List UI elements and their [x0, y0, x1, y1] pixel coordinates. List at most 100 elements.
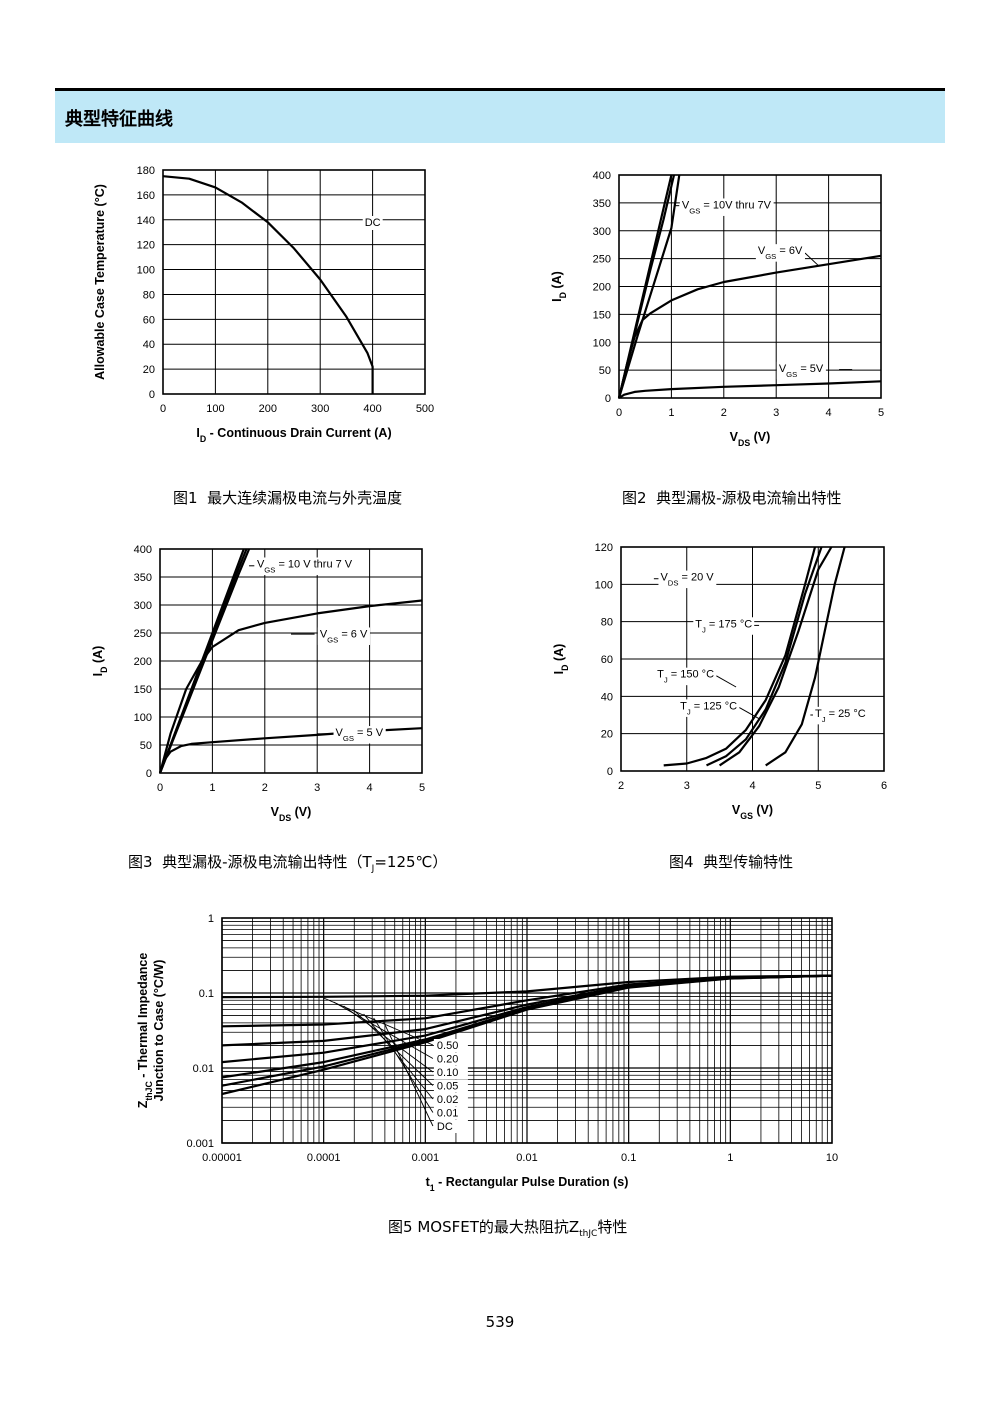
annotation-label: TJ = 175 °C [695, 618, 752, 634]
y-tick-label: 80 [601, 617, 613, 629]
y-tick-label: 140 [137, 215, 155, 227]
legend-leader [383, 1021, 434, 1127]
chart-fig5: 0.00001 0.0001 0.001 0.01 0.1 1 10 0.001 0.01 0.1… [136, 913, 838, 1193]
y-axis-label: Allowable Case Temperature (°C) [93, 184, 107, 380]
y-tick-label: 50 [599, 365, 611, 377]
x-axis-label: VGS (V) [732, 803, 773, 821]
annotation-label: VGS = 6V [758, 245, 803, 261]
legend-label-bg [433, 1039, 468, 1052]
annotation-leader [739, 707, 760, 720]
y-tick-label: 160 [137, 190, 155, 202]
caption-prefix: 图3 [128, 853, 153, 871]
x-tick-label: 400 [363, 403, 381, 415]
annotation-label: VDS = 20 V [660, 572, 714, 588]
section-title: 典型特征曲线 [65, 109, 173, 130]
x-axis-label: t1 - Rectangular Pulse Duration (s) [426, 1175, 629, 1193]
caption-text: 典型漏极-源极电流输出特性（T [162, 853, 372, 871]
x-tick-label: 1 [209, 782, 215, 794]
annotation-bg [317, 627, 370, 645]
annotation-bg [655, 667, 717, 686]
y-tick-label: 100 [134, 712, 152, 724]
y-tick-label: 0 [607, 766, 613, 778]
x-axis-label: VDS (V) [271, 805, 312, 823]
y-tick-label: 400 [134, 544, 152, 556]
caption-tail: =125℃） [374, 853, 448, 871]
x-tick-label: 500 [416, 403, 434, 415]
y-tick-label: 50 [140, 740, 152, 752]
legend-label: DC [437, 1121, 453, 1133]
series-line-6 [221, 974, 833, 1096]
annotation-bg [254, 557, 355, 575]
annotation-bg [678, 699, 740, 717]
caption-fig1: 图1 最大连续漏极电流与外壳温度 [173, 487, 402, 508]
legend-label-bg [433, 1052, 468, 1066]
y-tick-label: 350 [593, 198, 611, 210]
y-tick-label: 1 [208, 913, 214, 925]
section-header: 典型特征曲线 [55, 88, 945, 143]
series-group [663, 546, 846, 767]
y-tick-label: 150 [593, 309, 611, 321]
x-tick-label: 0.1 [621, 1152, 636, 1164]
y-tick-label: 0.01 [193, 1063, 214, 1075]
caption-prefix: 图1 [173, 489, 198, 507]
y-tick-label: 20 [601, 729, 613, 741]
x-tick-label: 6 [881, 780, 887, 792]
series-group [617, 174, 882, 399]
y-tick-label: 300 [134, 600, 152, 612]
x-tick-label: 4 [826, 407, 832, 419]
caption-text: 典型传输特性 [703, 853, 794, 871]
y-tick-label: 40 [143, 339, 155, 351]
y-tick-label: 0 [605, 393, 611, 405]
x-tick-label: 0.001 [412, 1152, 440, 1164]
x-tick-label: 10 [826, 1152, 838, 1164]
annotation-bg [333, 726, 386, 744]
legend-label-bg [433, 1120, 468, 1133]
x-tick-label: 3 [773, 407, 779, 419]
series-line-1 [706, 546, 823, 767]
annotation-bg [693, 617, 755, 635]
annotation-label: TJ = 25 °C [815, 708, 866, 724]
x-tick-label: 2 [262, 782, 268, 794]
y-tick-label: 120 [595, 542, 613, 554]
y-tick-label: 100 [595, 579, 613, 591]
y-tick-label: 100 [593, 337, 611, 349]
y-tick-label: 300 [593, 226, 611, 238]
x-tick-label: 0.00001 [202, 1152, 242, 1164]
y-axis-label: ZthJC - Thermal Impedance [136, 953, 154, 1109]
x-tick-label: 1 [668, 407, 674, 419]
y-axis-label: ID (A) [91, 646, 109, 677]
legend-label: 0.10 [437, 1067, 458, 1079]
legend-label: 0.50 [437, 1040, 458, 1052]
series-group [158, 548, 423, 774]
x-tick-label: 3 [314, 782, 320, 794]
annotation-label: DC [365, 217, 381, 229]
grid [221, 918, 832, 1144]
y-tick-label: 60 [143, 314, 155, 326]
y-tick-label: 40 [601, 691, 613, 703]
x-axis-label: VDS (V) [730, 430, 771, 448]
y-tick-label: 250 [593, 254, 611, 266]
x-tick-label: 4 [367, 782, 373, 794]
y-tick-label: 350 [134, 572, 152, 584]
y-tick-label: 200 [134, 656, 152, 668]
annotation-bg [755, 244, 805, 262]
series-line-2 [158, 548, 251, 774]
x-tick-label: 4 [749, 780, 755, 792]
series-group [162, 175, 374, 394]
x-tick-label: 0.01 [516, 1152, 537, 1164]
x-tick-label: 5 [815, 780, 821, 792]
x-tick-label: 3 [684, 780, 690, 792]
grid [162, 169, 426, 395]
caption-text: 典型漏极-源极电流输出特性 [656, 489, 842, 507]
annotation-leader [804, 252, 819, 266]
y-axis-label: ID (A) [550, 271, 568, 302]
legend-leader [333, 1001, 434, 1059]
y-axis-label-line2: Junction to Case (°C/W) [152, 960, 166, 1102]
caption-fig2: 图2 典型漏极-源极电流输出特性 [622, 487, 842, 508]
legend-leader [353, 1009, 434, 1086]
y-tick-label: 0.001 [186, 1138, 214, 1150]
x-axis-label: ID - Continuous Drain Current (A) [196, 426, 391, 444]
y-tick-label: 0.1 [199, 988, 214, 1000]
x-tick-label: 0.0001 [307, 1152, 341, 1164]
y-tick-label: 80 [143, 289, 155, 301]
